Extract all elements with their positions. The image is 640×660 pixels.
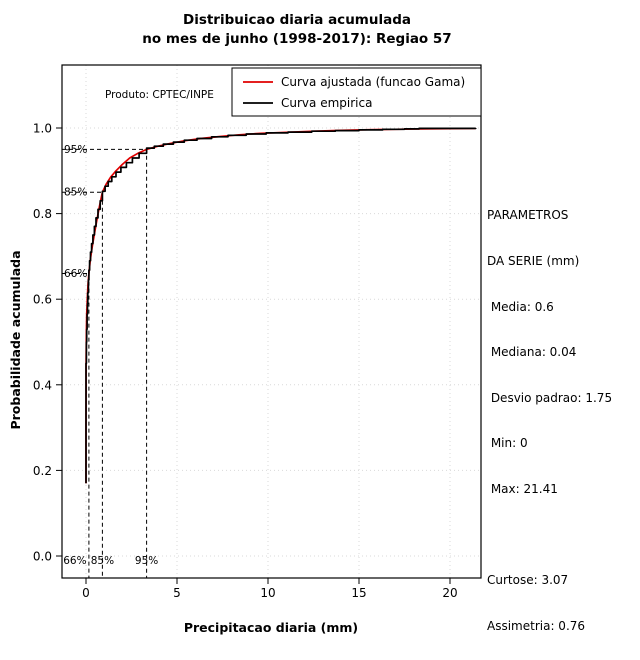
svg-text:66%: 66% <box>64 268 87 280</box>
svg-text:0.6: 0.6 <box>33 293 52 307</box>
svg-text:95%: 95% <box>135 555 158 567</box>
legend-box <box>231 67 482 117</box>
legend-label-empirical-curve: Curva empirica <box>281 96 372 110</box>
svg-text:85%: 85% <box>64 187 87 199</box>
stats-line: Assimetria: 0.76 <box>487 618 586 633</box>
stats-line: Min: 0 <box>487 436 528 451</box>
svg-text:15: 15 <box>351 586 366 600</box>
svg-text:10: 10 <box>260 586 275 600</box>
stats-line: DA SERIE (mm) <box>487 254 580 269</box>
svg-text:0.8: 0.8 <box>33 207 52 221</box>
stats-line <box>487 528 612 543</box>
stats-line: Mediana: 0.04 <box>487 345 577 360</box>
stats-line: PARAMETROS <box>487 208 569 223</box>
y-axis-label: Probabilidade acumulada <box>8 250 23 429</box>
x-axis-label: Precipitacao diaria (mm) <box>184 620 358 635</box>
stats-line: Curtose: 3.07 <box>487 573 569 588</box>
svg-text:0.0: 0.0 <box>33 550 52 564</box>
svg-text:5: 5 <box>173 586 181 600</box>
plot-area: 66% 66% 85% 85% 95% 95% 0 5 10 15 20 0.0 0.2 0.4 0.6 0.… <box>33 64 482 600</box>
chart-title-line2: no mes de junho (1998-2017): Regiao 57 <box>142 31 451 47</box>
stats-line: Media: 0.6 <box>487 299 554 314</box>
svg-text:1.0: 1.0 <box>33 122 52 136</box>
product-annotation: Produto: CPTEC/INPE <box>105 89 214 101</box>
chart-title-line1: Distribuicao diaria acumulada <box>183 12 411 28</box>
stats-line: Desvio padrao: 1.75 <box>487 390 613 405</box>
statistics-panel: PARAMETROS DA SERIE (mm) Media: 0.6 Medi… <box>487 178 612 660</box>
svg-text:0.4: 0.4 <box>33 378 52 392</box>
stats-line: Max: 21.41 <box>487 482 558 497</box>
legend-label-fitted-curve: Curva ajustada (funcao Gama) <box>281 75 465 89</box>
svg-text:85%: 85% <box>91 555 114 567</box>
svg-text:0.2: 0.2 <box>33 464 52 478</box>
svg-text:95%: 95% <box>64 144 87 156</box>
svg-text:20: 20 <box>442 586 457 600</box>
svg-text:0: 0 <box>82 586 90 600</box>
legend: Curva ajustada (funcao Gama) Curva empir… <box>231 67 482 117</box>
svg-text:66%: 66% <box>63 555 86 567</box>
